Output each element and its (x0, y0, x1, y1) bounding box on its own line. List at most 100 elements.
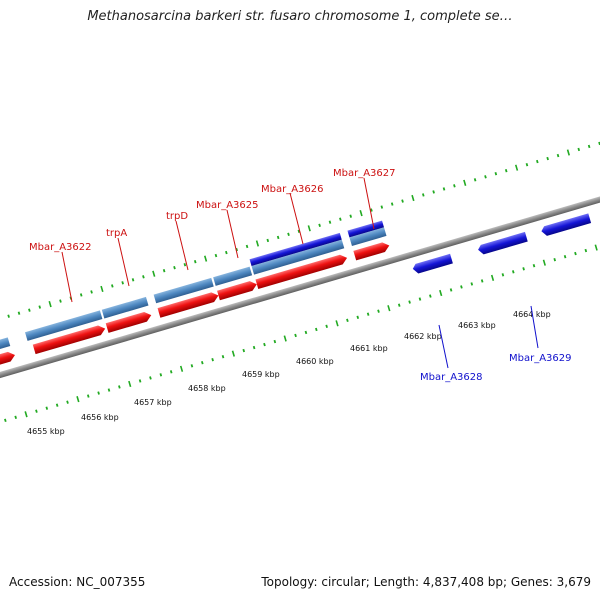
scale-tick (214, 253, 218, 258)
scale-tick (100, 285, 104, 293)
scale-tick (225, 250, 228, 255)
scale-tick (380, 205, 384, 209)
gene-region-bar (101, 296, 149, 319)
gene-label-mbar-a3629: Mbar_A3629 (509, 353, 572, 364)
scale-tick (401, 199, 404, 203)
scale-tick (159, 373, 163, 377)
scale-tick (169, 370, 173, 374)
scale-tick (90, 290, 93, 294)
scale-tick (504, 169, 508, 173)
scale-tick (418, 297, 422, 301)
scale-tick (45, 406, 49, 410)
scale-tick (276, 235, 280, 240)
scale-tick (203, 255, 208, 262)
scale-tick (511, 270, 515, 274)
gene-region-bar (251, 239, 345, 275)
scale-tick (263, 342, 266, 347)
genome-strip (0, 141, 600, 423)
scale-tick (335, 320, 339, 327)
inner-tick-ring (4, 244, 598, 423)
scale-tick (149, 376, 152, 380)
scale-tick (245, 244, 249, 249)
scale-tick (138, 379, 142, 383)
scale-tick (366, 312, 370, 316)
scale-tick (584, 248, 588, 253)
scale-tick (190, 364, 194, 368)
scale-tick (131, 278, 135, 282)
scale-tick (484, 175, 487, 179)
scale-tick (121, 281, 124, 285)
scale-tick (442, 187, 446, 191)
scale-tick (453, 184, 456, 188)
scale-tick (522, 267, 525, 271)
scale-tick (35, 409, 38, 413)
scale-tick (107, 388, 111, 392)
scale-tick (28, 308, 31, 312)
gene-label-trpd: trpD (166, 211, 188, 222)
accession-text: Accession: NC_007355 (9, 575, 146, 589)
reverse-label-leaders (438, 305, 539, 369)
scale-tick (86, 394, 90, 398)
scale-tick (339, 217, 342, 221)
scale-label: 4662 kbp (404, 332, 442, 341)
scale-tick (397, 303, 401, 307)
scale-tick (470, 282, 474, 286)
scale-tick (59, 299, 62, 303)
scale-tick (411, 194, 415, 202)
reverse-cds-arrow (412, 253, 453, 274)
chromosome-backbone (0, 170, 600, 390)
scale-tick (553, 257, 557, 262)
scale-tick (494, 172, 498, 176)
scale-tick (118, 385, 121, 389)
gene-region-bar (25, 310, 103, 341)
scale-tick (536, 159, 539, 164)
scale-tick (501, 273, 505, 277)
scale-tick (359, 210, 363, 217)
scale-tick (556, 153, 560, 158)
scale-tick (463, 179, 467, 186)
scale-label: 4656 kbp (81, 413, 119, 422)
scale-tick (162, 269, 166, 273)
gene-region-bar (213, 266, 253, 286)
scale-tick (294, 333, 297, 338)
scale-tick (349, 214, 353, 218)
forward-cds-arrow (105, 312, 152, 333)
forward-cds-arrow (255, 254, 348, 290)
gene-label-mbar-a3627: Mbar_A3627 (333, 168, 396, 179)
scale-tick (7, 314, 10, 318)
scale-tick (55, 403, 59, 407)
topology-summary: Topology: circular; Length: 4,837,408 bp… (261, 575, 591, 589)
scale-tick (242, 348, 246, 353)
gene-label-mbar-a3625: Mbar_A3625 (196, 200, 259, 211)
scale-tick (128, 380, 132, 388)
scale-tick (577, 147, 581, 152)
forward-cds-arrow (217, 281, 257, 301)
scale-tick (525, 162, 529, 167)
scale-tick (328, 220, 332, 224)
scale-tick (173, 266, 176, 270)
scale-tick (325, 324, 328, 329)
scale-label: 4657 kbp (134, 398, 172, 407)
gene-label-mbar-a3628: Mbar_A3628 (420, 372, 483, 383)
scale-tick (48, 300, 52, 308)
scale-label: 4660 kbp (296, 357, 334, 366)
scale-label: 4664 kbp (513, 310, 551, 319)
gene-label-mbar-a3626: Mbar_A3626 (261, 184, 324, 195)
scale-tick (315, 327, 318, 332)
scale-tick (97, 391, 100, 395)
scale-tick (587, 144, 591, 149)
scale-tick (566, 149, 571, 156)
scale-tick (304, 330, 308, 335)
reverse-cds-arrow (478, 231, 528, 255)
forward-cds-arrow (0, 351, 15, 374)
forward-cds-arrow (353, 242, 390, 261)
scale-tick (183, 262, 187, 267)
scale-tick (255, 240, 260, 247)
scale-tick (594, 244, 598, 251)
map-title: Methanosarcina barkeri str. fusaro chrom… (87, 9, 513, 24)
scale-label: 4658 kbp (188, 384, 226, 393)
scale-tick (390, 202, 394, 206)
scale-tick (387, 305, 391, 312)
scale-tick (201, 361, 204, 365)
